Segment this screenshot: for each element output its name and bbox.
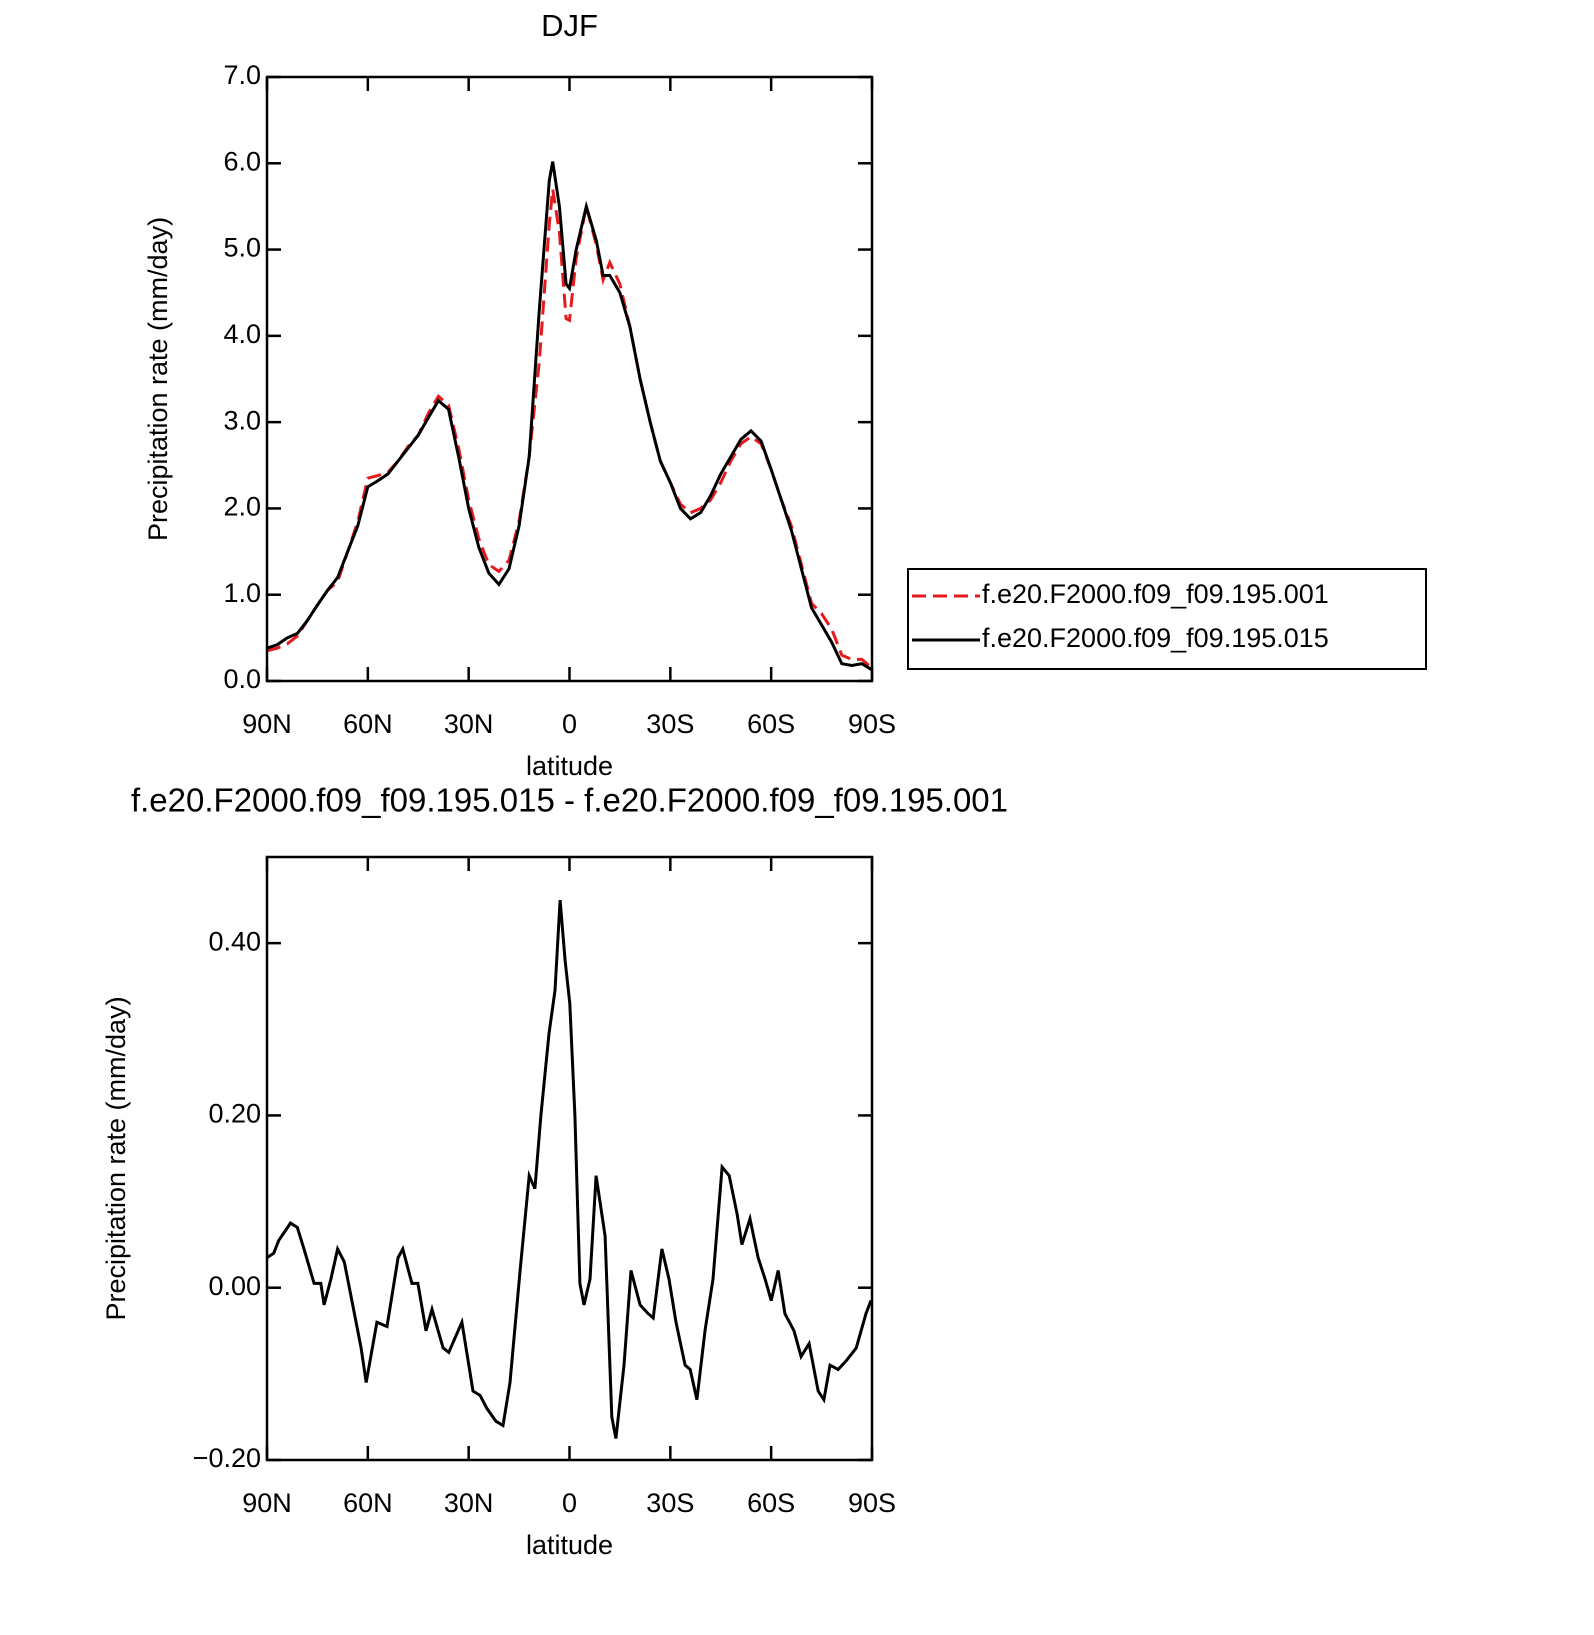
x-tick-label: 0 (562, 1488, 577, 1518)
x-tick-label: 90N (242, 709, 292, 739)
x-tick-label: 60S (747, 1488, 795, 1518)
legend-label: f.e20.F2000.f09_f09.195.001 (982, 579, 1329, 609)
data-line (266, 899, 873, 1439)
x-axis-label: latitude (526, 751, 613, 781)
data-line (266, 161, 873, 672)
x-tick-label: 30N (444, 1488, 494, 1518)
y-tick-label: 4.0 (223, 319, 261, 349)
y-tick-label: 2.0 (223, 492, 261, 522)
x-tick-label: 30S (646, 1488, 694, 1518)
y-axis-label: Precipitation rate (mm/day) (143, 217, 173, 541)
x-tick-label: 90S (848, 709, 896, 739)
y-tick-label: 7.0 (223, 60, 261, 90)
y-tick-label: 0.00 (208, 1271, 261, 1301)
x-tick-label: 0 (562, 709, 577, 739)
plot-frame (265, 75, 874, 683)
y-tick-label: 0.0 (223, 664, 261, 694)
legend-label: f.e20.F2000.f09_f09.195.015 (982, 623, 1329, 653)
plot-frame (265, 855, 874, 1462)
x-tick-label: 30S (646, 709, 694, 739)
y-tick-label: 5.0 (223, 233, 261, 263)
x-tick-label: 60S (747, 709, 795, 739)
x-tick-label: 60N (343, 1488, 393, 1518)
x-tick-label: 30N (444, 709, 494, 739)
x-axis-label: latitude (526, 1530, 613, 1560)
y-tick-label: 0.40 (208, 926, 261, 956)
y-tick-label: 1.0 (223, 578, 261, 608)
x-tick-label: 90N (242, 1488, 292, 1518)
chart-title: f.e20.F2000.f09_f09.195.015 - f.e20.F200… (131, 782, 1008, 819)
y-axis-label: Precipitation rate (mm/day) (101, 996, 131, 1320)
data-line (266, 188, 873, 670)
x-tick-label: 60N (343, 709, 393, 739)
x-tick-label: 90S (848, 1488, 896, 1518)
chart-title: DJF (541, 8, 598, 43)
y-tick-label: 3.0 (223, 405, 261, 435)
legend-box (907, 568, 1427, 670)
y-tick-label: 0.20 (208, 1099, 261, 1129)
y-tick-label: 6.0 (223, 146, 261, 176)
y-tick-label: −0.20 (193, 1443, 261, 1473)
